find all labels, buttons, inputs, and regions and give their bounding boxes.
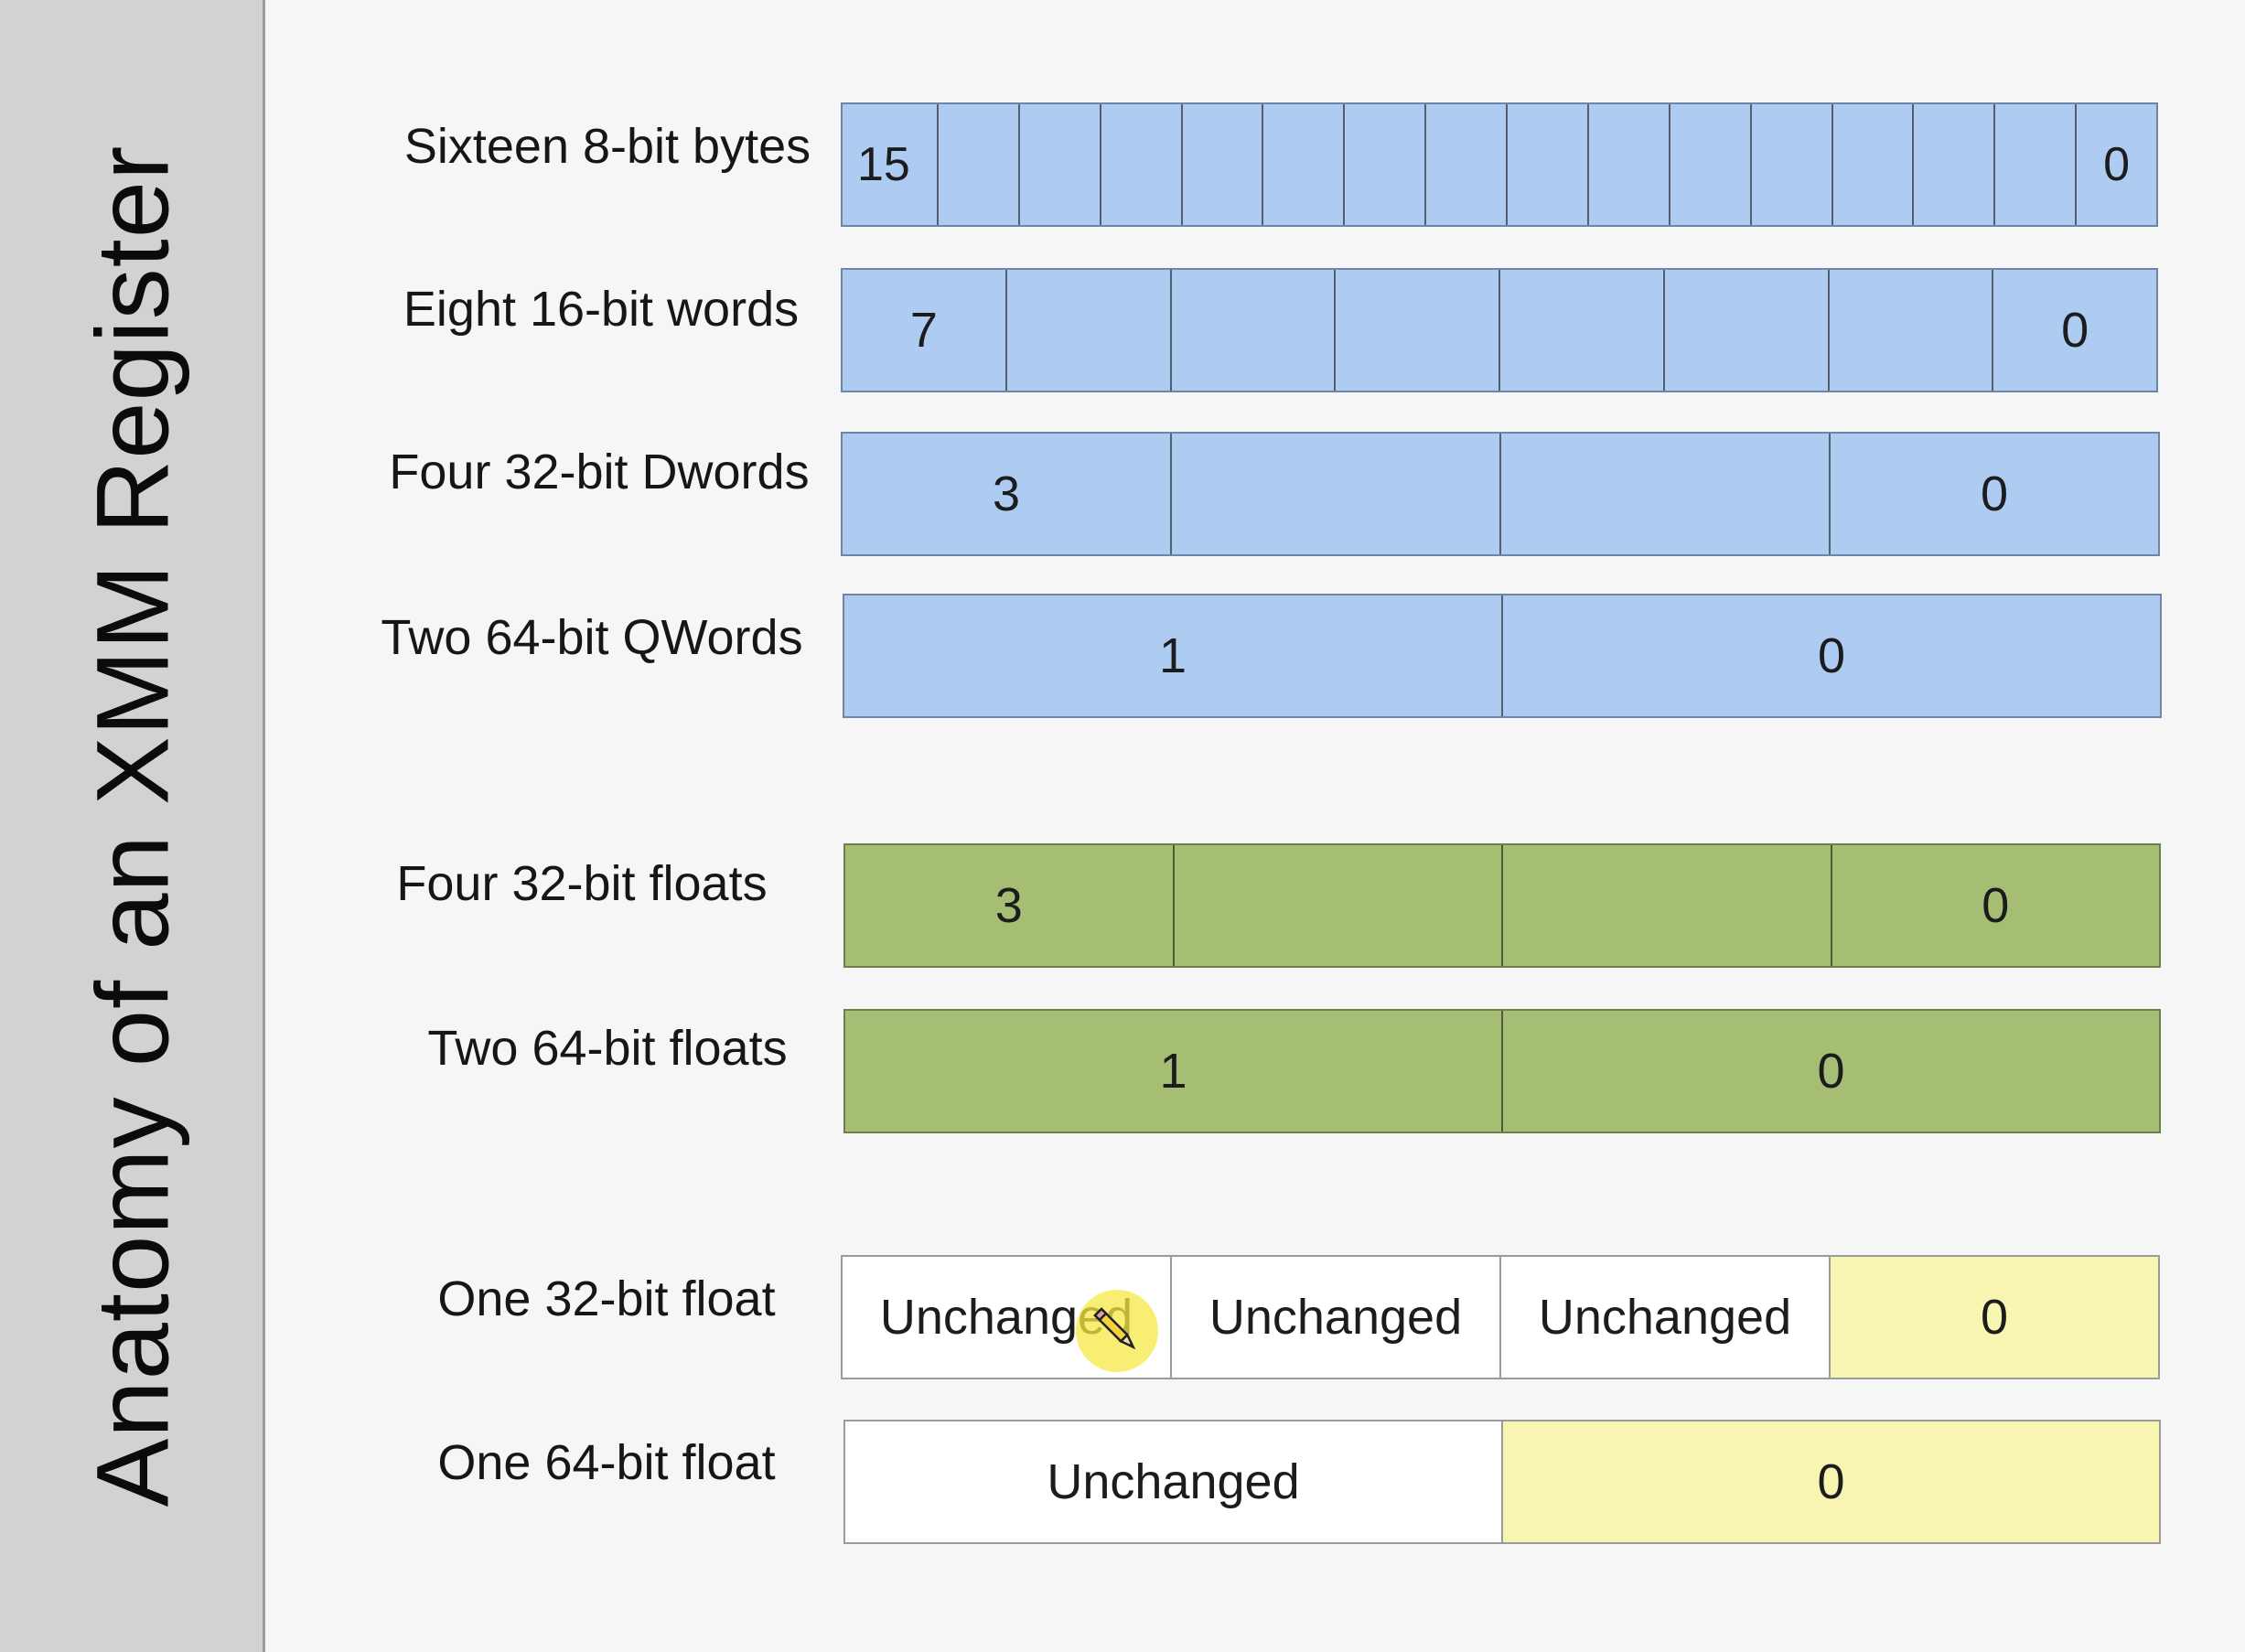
byte-cell <box>1670 104 1752 225</box>
word-cell <box>1336 270 1500 391</box>
byte-cell <box>1508 104 1589 225</box>
float32-cell <box>1503 845 1832 966</box>
unchanged-cell: Unchanged <box>1501 1257 1831 1378</box>
byte-cell <box>1589 104 1670 225</box>
sidebar: Anatomy of an XMM Register <box>0 0 265 1652</box>
qword-cell: 1 <box>844 595 1503 716</box>
register-bar-qwords: 1 0 <box>843 594 2162 718</box>
row-label-words: Eight 16-bit words <box>403 282 800 337</box>
scalar-cell: 0 <box>1831 1257 2158 1378</box>
row-label-scalar64: One 64-bit float <box>437 1435 776 1490</box>
byte-cell <box>1426 104 1508 225</box>
register-bar-floats64: 1 0 <box>843 1009 2161 1133</box>
byte-cell <box>1263 104 1346 225</box>
float64-cell: 0 <box>1817 1044 1845 1099</box>
register-bar-scalar32: Unchanged Unchanged Unchanged 0 <box>841 1255 2160 1379</box>
register-bar-dwords: 3 0 <box>841 432 2160 556</box>
row-label-floats32: Four 32-bit floats <box>396 856 768 911</box>
unchanged-cell: Unchanged <box>843 1257 1172 1378</box>
float32-cell <box>1175 845 1503 966</box>
byte-cell <box>1101 104 1183 225</box>
word-cell <box>1830 270 1994 391</box>
byte-cell <box>939 104 1020 225</box>
scalar-cell: 0 <box>1503 1421 2159 1542</box>
byte-cell <box>1995 104 2078 225</box>
byte-cell <box>1833 104 1915 225</box>
register-bar-bytes: 15 0 <box>841 102 2158 227</box>
word-cell: 0 <box>2061 303 2089 358</box>
slide-title: Anatomy of an XMM Register <box>75 145 190 1507</box>
register-bar-floats32: 3 0 <box>843 843 2161 968</box>
word-cell <box>1007 270 1172 391</box>
register-bar-words: 7 0 <box>841 268 2158 392</box>
byte-cell <box>1020 104 1101 225</box>
byte-cell: 0 <box>2103 138 2131 191</box>
word-cell: 7 <box>843 270 1007 391</box>
row-label-bytes: Sixteen 8-bit bytes <box>403 119 811 174</box>
dword-cell <box>1172 434 1501 554</box>
row-label-dwords: Four 32-bit Dwords <box>389 445 810 499</box>
byte-cell <box>1752 104 1833 225</box>
byte-cell <box>1345 104 1427 225</box>
row-label-scalar32: One 32-bit float <box>437 1271 776 1326</box>
word-cell <box>1172 270 1337 391</box>
unchanged-cell: Unchanged <box>845 1421 1503 1542</box>
word-cell <box>1665 270 1830 391</box>
float32-cell: 0 <box>1982 878 2010 933</box>
byte-cell <box>1183 104 1264 225</box>
dword-cell <box>1501 434 1831 554</box>
unchanged-cell: Unchanged <box>1172 1257 1501 1378</box>
row-label-qwords: Two 64-bit QWords <box>381 610 803 665</box>
qword-cell: 0 <box>1817 628 1846 683</box>
float32-cell: 3 <box>845 845 1175 966</box>
byte-cell: 15 <box>843 104 939 225</box>
dword-cell: 3 <box>843 434 1172 554</box>
register-bar-scalar64: Unchanged 0 <box>843 1420 2161 1544</box>
float64-cell: 1 <box>845 1011 1503 1132</box>
dword-cell: 0 <box>1980 467 2009 521</box>
row-label-floats64: Two 64-bit floats <box>427 1021 788 1076</box>
word-cell <box>1500 270 1665 391</box>
byte-cell <box>1914 104 1996 225</box>
